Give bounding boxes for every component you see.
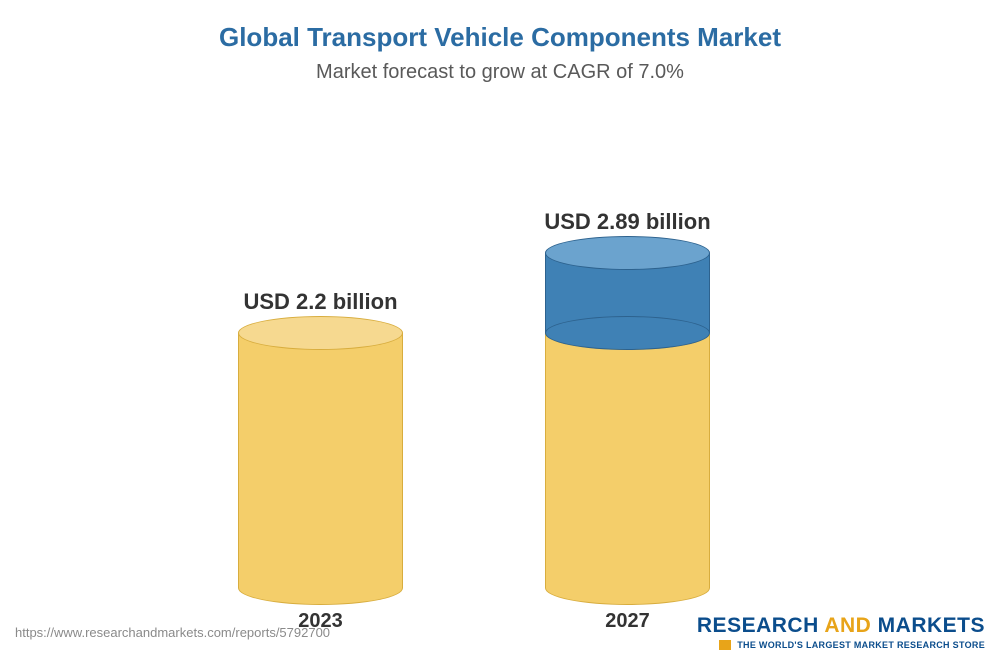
chart-subtitle: Market forecast to grow at CAGR of 7.0% <box>0 61 1000 84</box>
logo-and: AND <box>824 614 871 637</box>
cyl-top-2027 <box>545 236 710 270</box>
cyl-blue-bottom-2027 <box>545 316 710 350</box>
cylinder-2023: USD 2.2 billion 2023 <box>238 289 403 633</box>
cylinder-body-2023 <box>238 333 403 588</box>
cylinder-body-2027 <box>545 253 710 588</box>
logo-tagline: THE WORLD'S LARGEST MARKET RESEARCH STOR… <box>719 640 985 650</box>
logo-markets: MARKETS <box>878 614 985 637</box>
cyl-top-2023 <box>238 316 403 350</box>
footer: https://www.researchandmarkets.com/repor… <box>0 607 1000 667</box>
value-label-2027: USD 2.89 billion <box>544 209 710 235</box>
chart-title: Global Transport Vehicle Components Mark… <box>0 22 1000 53</box>
logo: RESEARCH AND MARKETS THE WORLD'S LARGEST… <box>697 614 985 650</box>
cyl-body-2023 <box>238 333 403 588</box>
value-label-2023: USD 2.2 billion <box>243 289 397 315</box>
cylinder-2027: USD 2.89 billion 2027 <box>545 209 710 633</box>
logo-main: RESEARCH AND MARKETS <box>697 614 985 638</box>
source-url: https://www.researchandmarkets.com/repor… <box>15 625 330 640</box>
cyl-body-yellow-2027 <box>545 333 710 588</box>
logo-research: RESEARCH <box>697 614 819 637</box>
chart-area: USD 2.2 billion 2023 USD 2.89 billion <box>0 114 1000 667</box>
